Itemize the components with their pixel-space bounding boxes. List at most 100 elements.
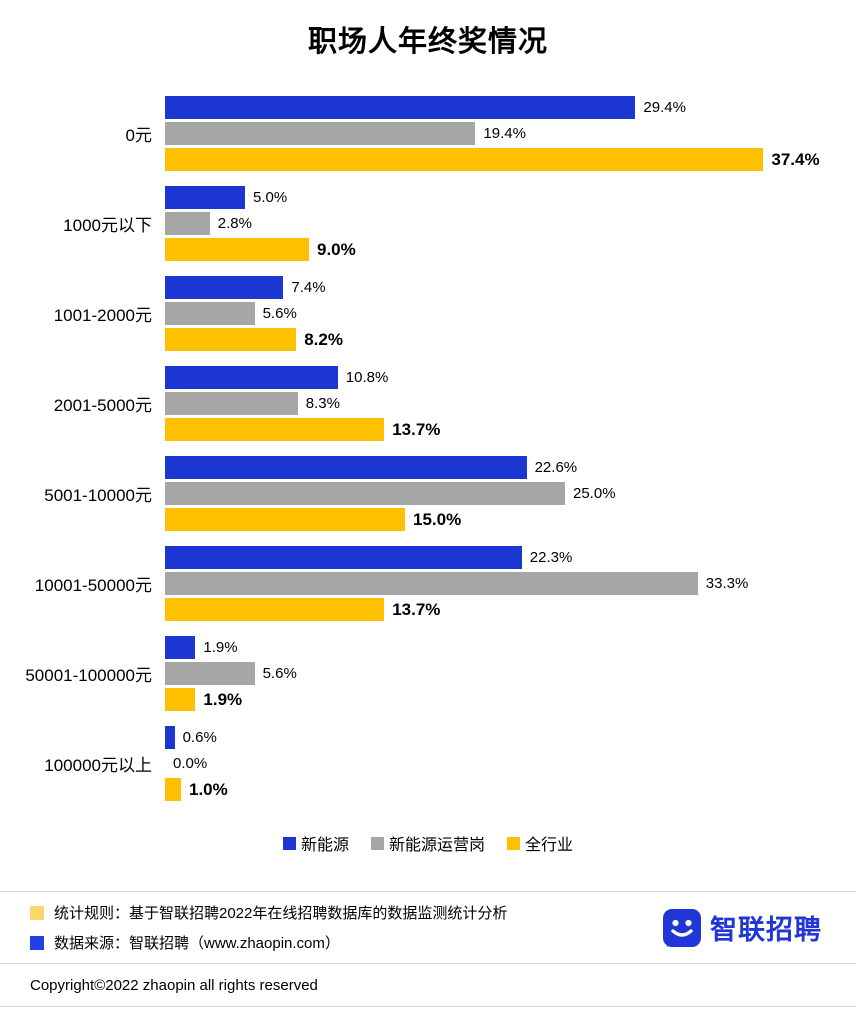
bar-row: 22.6% [165,456,856,479]
bar-series-1 [165,186,245,209]
category-label: 5001-10000元 [44,486,152,505]
bar-series-2 [165,662,255,685]
value-label: 22.3% [529,549,573,566]
category-group: 5001-10000元 22.6% 25.0% 15.0% [0,456,856,531]
legend-swatch-icon [507,836,520,850]
legend-label: 全行业 [525,837,574,854]
value-label: 10.8% [345,369,389,386]
bar-row: 15.0% [165,508,856,531]
bar-series-3 [165,778,181,801]
bar-row: 10.8% [165,366,856,389]
bar-series-1 [165,96,636,119]
value-label: 8.2% [304,329,343,349]
category-label: 1000元以下 [63,216,152,235]
category-group: 1000元以下 5.0% 2.8% 9.0% [0,186,856,261]
value-label: 5.6% [262,665,297,682]
bar-series-3 [165,238,309,261]
category-group: 100000元以上 0.6% 0.0% 1.0% [0,726,856,801]
bar-series-2 [165,392,298,415]
bar-chart: 0元 29.4% 19.4% 37.4% 1000元以下 5.0% 2.8% 9.0% 1001… [0,96,856,801]
bar-row: 37.4% [165,148,856,171]
value-label: 1.9% [203,639,238,656]
bar-series-1 [165,276,284,299]
value-label: 9.0% [317,239,356,259]
value-label: 5.0% [253,189,288,206]
value-label: 13.7% [392,599,441,619]
bar-row: 5.0% [165,186,856,209]
value-label: 19.4% [483,125,526,142]
copyright: Copyright©2022 zhaopin all rights reserv… [0,964,856,1007]
category-bars: 1.9% 5.6% 1.9% [165,636,856,711]
bar-row: 0.6% [165,726,856,749]
bar-row: 19.4% [165,122,856,145]
legend: 新能源 新能源运营岗 全行业 [0,831,856,855]
category-bars: 5.0% 2.8% 9.0% [165,186,856,261]
value-label: 0.6% [182,729,217,746]
bar-row: 2.8% [165,212,856,235]
zhaopin-smiley-icon [663,908,701,947]
bar-series-2 [165,572,698,595]
bar-series-1 [165,546,522,569]
value-label: 8.3% [305,395,340,412]
legend-label: 新能源运营岗 [388,837,485,854]
bar-row: 7.4% [165,276,856,299]
bar-row: 13.7% [165,598,856,621]
bar-row: 1.9% [165,636,856,659]
bar-row: 0.0% [165,752,856,775]
zhaopin-logo: 智联招聘 [662,908,826,948]
bar-series-3 [165,508,405,531]
value-label: 33.3% [705,575,749,592]
category-label: 100000元以上 [44,756,152,775]
note-square-yellow-icon [30,905,44,920]
footer-notes: 统计规则：基于智联招聘2022年在线招聘数据库的数据监测统计分析 数据来源：智联… [0,891,856,964]
bar-series-2 [165,302,255,325]
category-bars: 29.4% 19.4% 37.4% [165,96,856,171]
value-label: 25.0% [573,485,616,502]
bar-series-1 [165,366,338,389]
value-label: 5.6% [262,305,297,322]
category-group: 50001-100000元 1.9% 5.6% 1.9% [0,636,856,711]
value-label: 29.4% [643,99,686,116]
legend-item-3: 全行业 [507,831,573,855]
bar-series-1 [165,726,175,749]
category-label: 0元 [125,126,152,145]
bar-row: 25.0% [165,482,856,505]
category-bars: 22.6% 25.0% 15.0% [165,456,856,531]
note-stat-rule: 统计规则：基于智联招聘2022年在线招聘数据库的数据监测统计分析 [30,902,507,923]
bar-row: 29.4% [165,96,856,119]
value-label: 13.7% [392,419,441,439]
bar-row: 5.6% [165,302,856,325]
legend-item-1: 新能源 [282,831,349,855]
legend-label: 新能源 [300,837,349,854]
value-label: 1.9% [203,689,243,709]
bar-series-3 [165,688,196,711]
legend-item-2: 新能源运营岗 [370,831,485,855]
chart-title: 职场人年终奖情况 [307,26,548,58]
bar-row: 22.3% [165,546,856,569]
category-label: 10001-50000元 [34,576,152,595]
bar-row: 13.7% [165,418,856,441]
note-data-source-text: 数据来源：智联招聘（www.zhaopin.com） [54,935,340,952]
bar-series-1 [165,456,527,479]
legend-swatch-icon [282,836,296,850]
category-bars: 10.8% 8.3% 13.7% [165,366,856,441]
bar-row: 8.2% [165,328,856,351]
category-group: 10001-50000元 22.3% 33.3% 13.7% [0,546,856,621]
category-bars: 22.3% 33.3% 13.7% [165,546,856,621]
bar-row: 8.3% [165,392,856,415]
copyright-text: Copyright©2022 zhaopin all rights reserv… [30,977,318,994]
note-data-source: 数据来源：智联招聘（www.zhaopin.com） [30,932,507,953]
notes: 统计规则：基于智联招聘2022年在线招聘数据库的数据监测统计分析 数据来源：智联… [30,902,507,953]
bar-row: 5.6% [165,662,856,685]
bar-row: 1.9% [165,688,856,711]
category-bars: 0.6% 0.0% 1.0% [165,726,856,801]
value-label: 22.6% [534,459,578,476]
category-label: 50001-100000元 [25,666,152,685]
value-label: 37.4% [771,149,820,169]
value-label: 2.8% [217,215,252,232]
value-label: 0.0% [173,755,208,772]
bar-series-2 [165,482,565,505]
category-bars: 7.4% 5.6% 8.2% [165,276,856,351]
bar-series-1 [165,636,196,659]
